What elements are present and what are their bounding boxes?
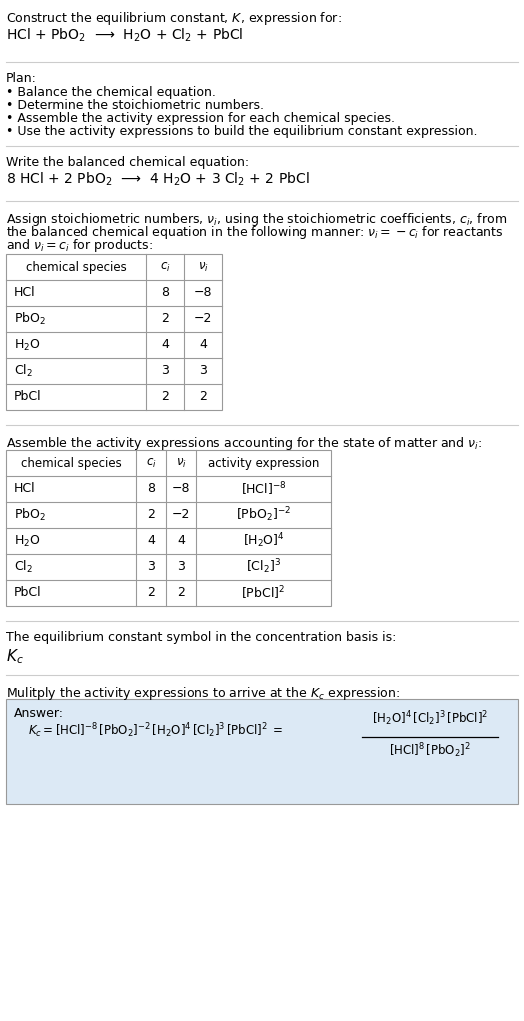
- Text: 4: 4: [177, 535, 185, 547]
- Text: [PbO$_2$]$^{-2}$: [PbO$_2$]$^{-2}$: [236, 505, 291, 525]
- Text: Plan:: Plan:: [6, 72, 37, 85]
- Text: [H$_2$O]$^4$: [H$_2$O]$^4$: [243, 532, 285, 550]
- Text: 3: 3: [161, 364, 169, 378]
- Text: 2: 2: [147, 508, 155, 522]
- Text: HCl: HCl: [14, 483, 36, 495]
- Text: Assemble the activity expressions accounting for the state of matter and $\nu_i$: Assemble the activity expressions accoun…: [6, 435, 482, 452]
- Text: the balanced chemical equation in the following manner: $\nu_i = -c_i$ for react: the balanced chemical equation in the fo…: [6, 224, 504, 241]
- Text: PbCl: PbCl: [14, 586, 41, 599]
- Bar: [6, 450, 331, 606]
- Text: Cl$_2$: Cl$_2$: [14, 362, 33, 379]
- Text: −2: −2: [172, 508, 190, 522]
- Text: $\nu_i$: $\nu_i$: [198, 260, 209, 274]
- Text: Mulitply the activity expressions to arrive at the $K_c$ expression:: Mulitply the activity expressions to arr…: [6, 685, 400, 702]
- Text: $\mathrm{[HCl]}^8\,\mathrm{[PbO_2]}^2$: $\mathrm{[HCl]}^8\,\mathrm{[PbO_2]}^2$: [389, 741, 471, 761]
- Text: [Cl$_2$]$^3$: [Cl$_2$]$^3$: [246, 557, 281, 576]
- Text: 3: 3: [177, 561, 185, 574]
- Text: 2: 2: [161, 390, 169, 403]
- Text: [HCl]$^{-8}$: [HCl]$^{-8}$: [241, 480, 286, 498]
- Text: • Use the activity expressions to build the equilibrium constant expression.: • Use the activity expressions to build …: [6, 125, 477, 138]
- Text: chemical species: chemical species: [20, 456, 122, 470]
- Text: • Assemble the activity expression for each chemical species.: • Assemble the activity expression for e…: [6, 112, 395, 125]
- Text: 8 HCl + 2 PbO$_2$  ⟶  4 H$_2$O + 3 Cl$_2$ + 2 PbCl: 8 HCl + 2 PbO$_2$ ⟶ 4 H$_2$O + 3 Cl$_2$ …: [6, 171, 310, 189]
- Text: −8: −8: [172, 483, 190, 495]
- Text: PbO$_2$: PbO$_2$: [14, 311, 46, 327]
- Text: $K_c = \mathrm{[HCl]}^{-8}\,\mathrm{[PbO_2]}^{-2}\,\mathrm{[H_2O]}^{4}\,\mathrm{: $K_c = \mathrm{[HCl]}^{-8}\,\mathrm{[PbO…: [28, 722, 283, 740]
- Text: $c_i$: $c_i$: [160, 260, 170, 274]
- Text: $\mathrm{[H_2O]}^4\,\mathrm{[Cl_2]}^3\,\mathrm{[PbCl]}^2$: $\mathrm{[H_2O]}^4\,\mathrm{[Cl_2]}^3\,\…: [372, 710, 488, 728]
- Text: 4: 4: [161, 339, 169, 351]
- Text: Assign stoichiometric numbers, $\nu_i$, using the stoichiometric coefficients, $: Assign stoichiometric numbers, $\nu_i$, …: [6, 211, 507, 228]
- Text: 3: 3: [199, 364, 207, 378]
- Text: 4: 4: [147, 535, 155, 547]
- Bar: [6, 699, 518, 804]
- Text: activity expression: activity expression: [208, 456, 319, 470]
- Text: 8: 8: [161, 287, 169, 299]
- Text: 8: 8: [147, 483, 155, 495]
- Text: $\nu_i$: $\nu_i$: [176, 456, 187, 470]
- Text: and $\nu_i = c_i$ for products:: and $\nu_i = c_i$ for products:: [6, 237, 153, 254]
- Text: • Balance the chemical equation.: • Balance the chemical equation.: [6, 86, 216, 99]
- Text: 2: 2: [147, 586, 155, 599]
- Bar: [6, 254, 222, 410]
- Text: The equilibrium constant symbol in the concentration basis is:: The equilibrium constant symbol in the c…: [6, 631, 396, 644]
- Text: PbCl: PbCl: [14, 390, 41, 403]
- Text: −8: −8: [194, 287, 212, 299]
- Text: Write the balanced chemical equation:: Write the balanced chemical equation:: [6, 156, 249, 169]
- Text: H$_2$O: H$_2$O: [14, 338, 40, 352]
- Text: chemical species: chemical species: [26, 260, 126, 274]
- Text: $c_i$: $c_i$: [146, 456, 156, 470]
- Text: 4: 4: [199, 339, 207, 351]
- Text: HCl: HCl: [14, 287, 36, 299]
- Text: 2: 2: [199, 390, 207, 403]
- Text: 3: 3: [147, 561, 155, 574]
- Text: −2: −2: [194, 312, 212, 326]
- Text: 2: 2: [161, 312, 169, 326]
- Text: HCl + PbO$_2$  ⟶  H$_2$O + Cl$_2$ + PbCl: HCl + PbO$_2$ ⟶ H$_2$O + Cl$_2$ + PbCl: [6, 27, 244, 44]
- Text: $K_c$: $K_c$: [6, 647, 24, 666]
- Text: 2: 2: [177, 586, 185, 599]
- Text: PbO$_2$: PbO$_2$: [14, 507, 46, 523]
- Text: [PbCl]$^2$: [PbCl]$^2$: [242, 584, 286, 601]
- Text: Cl$_2$: Cl$_2$: [14, 558, 33, 575]
- Text: H$_2$O: H$_2$O: [14, 533, 40, 548]
- Text: Construct the equilibrium constant, $K$, expression for:: Construct the equilibrium constant, $K$,…: [6, 10, 342, 27]
- Text: Answer:: Answer:: [14, 707, 64, 720]
- Text: • Determine the stoichiometric numbers.: • Determine the stoichiometric numbers.: [6, 99, 264, 112]
